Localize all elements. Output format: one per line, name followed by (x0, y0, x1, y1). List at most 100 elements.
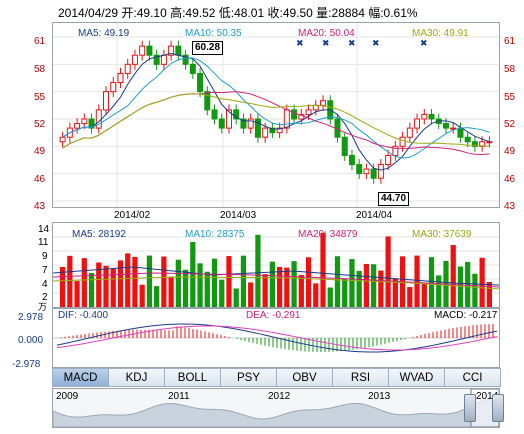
volume-bar[interactable] (305, 257, 312, 307)
volume-bar[interactable] (60, 267, 66, 307)
volume-bar[interactable] (146, 255, 153, 307)
volume-bar[interactable] (472, 273, 478, 307)
range-handle-left[interactable] (464, 394, 476, 422)
volume-bar[interactable] (211, 258, 218, 307)
candle-body[interactable] (182, 54, 189, 65)
volume-bar[interactable] (117, 260, 124, 307)
volume-bar[interactable] (255, 234, 261, 307)
volume-bar[interactable] (486, 282, 492, 307)
volume-bar[interactable] (226, 256, 232, 307)
volume-bar[interactable] (284, 267, 290, 307)
candle-body[interactable] (363, 168, 370, 175)
candle-body[interactable] (450, 127, 457, 130)
tab-wvad[interactable]: WVAD (388, 368, 445, 387)
candle-body[interactable] (283, 109, 290, 129)
volume-bar[interactable] (168, 277, 174, 307)
volume-bar[interactable] (371, 264, 377, 307)
candle-body[interactable] (276, 127, 283, 134)
tab-macd[interactable]: MACD (52, 368, 109, 387)
volume-bar[interactable] (248, 282, 254, 307)
volume-bar[interactable] (74, 281, 80, 307)
volume-bar[interactable] (161, 256, 167, 307)
volume-bar[interactable] (342, 278, 348, 307)
candle-body[interactable] (218, 118, 225, 129)
volume-bar[interactable] (132, 256, 138, 307)
candle-body[interactable] (74, 123, 81, 129)
volume-bar[interactable] (421, 283, 427, 307)
candle-body[interactable] (197, 72, 204, 93)
candle-body[interactable] (240, 118, 247, 129)
event-marker-icon[interactable]: ✖ (296, 39, 304, 49)
volume-bar[interactable] (190, 242, 196, 307)
volume-bar[interactable] (465, 261, 471, 307)
candle-body[interactable] (442, 123, 449, 129)
candle-body[interactable] (348, 154, 355, 166)
candle-body[interactable] (370, 168, 377, 179)
candle-body[interactable] (189, 63, 196, 74)
candle-body[interactable] (471, 141, 478, 147)
tab-boll[interactable]: BOLL (164, 368, 221, 387)
candle-body[interactable] (204, 91, 211, 111)
range-handle-right[interactable] (492, 394, 504, 422)
volume-bar[interactable] (298, 274, 304, 307)
candle-body[interactable] (103, 91, 110, 111)
volume-bar[interactable] (327, 287, 333, 307)
volume-bar[interactable] (479, 257, 485, 307)
candle-body[interactable] (406, 127, 413, 138)
volume-bar[interactable] (139, 284, 145, 307)
volume-bar[interactable] (385, 236, 391, 307)
tab-obv[interactable]: OBV (276, 368, 333, 387)
volume-bar[interactable] (103, 265, 109, 307)
volume-bar[interactable] (349, 259, 355, 307)
candle-body[interactable] (464, 136, 471, 143)
candle-body[interactable] (356, 164, 363, 175)
candle-body[interactable] (139, 45, 146, 56)
volume-bar[interactable] (88, 272, 95, 307)
candle-body[interactable] (414, 118, 421, 129)
volume-bar[interactable] (407, 287, 413, 307)
volume-bar[interactable] (81, 258, 87, 307)
candle-body[interactable] (269, 127, 276, 134)
event-marker-icon[interactable]: ✖ (372, 39, 380, 49)
tab-kdj[interactable]: KDJ (108, 368, 165, 387)
candle-body[interactable] (211, 109, 218, 120)
candle-body[interactable] (168, 45, 175, 56)
candle-body[interactable] (421, 113, 428, 120)
volume-bar[interactable] (436, 275, 442, 307)
volume-bar[interactable] (233, 288, 239, 307)
candle-body[interactable] (110, 82, 117, 93)
volume-bar[interactable] (96, 262, 102, 307)
volume-bar[interactable] (363, 263, 370, 307)
volume-bar[interactable] (219, 279, 225, 307)
candle-body[interactable] (247, 118, 254, 129)
candle-body[interactable] (153, 54, 160, 65)
candle-body[interactable] (262, 127, 269, 138)
volume-bar[interactable] (291, 261, 297, 307)
volume-bar[interactable] (320, 232, 326, 307)
volume-bar[interactable] (450, 245, 456, 307)
candle-body[interactable] (392, 145, 399, 156)
candle-body[interactable] (399, 136, 406, 147)
tab-psy[interactable]: PSY (220, 368, 277, 387)
candle-body[interactable] (131, 54, 138, 65)
candle-body[interactable] (88, 118, 95, 129)
volume-bar[interactable] (428, 257, 435, 307)
candle-body[interactable] (81, 118, 88, 125)
volume-bar[interactable] (110, 268, 116, 307)
candle-body[interactable] (254, 118, 261, 138)
event-marker-icon[interactable]: ✖ (348, 39, 356, 49)
volume-bar[interactable] (125, 253, 131, 307)
volume-bar[interactable] (378, 270, 384, 307)
candle-body[interactable] (428, 113, 435, 120)
candle-body[interactable] (233, 109, 240, 120)
volume-bar[interactable] (414, 255, 420, 307)
candle-body[interactable] (225, 109, 232, 129)
volume-bar[interactable] (154, 286, 160, 307)
volume-bar[interactable] (269, 261, 275, 307)
candle-body[interactable] (486, 141, 493, 144)
candle-body[interactable] (385, 154, 392, 166)
candle-body[interactable] (320, 100, 327, 106)
volume-bar[interactable] (262, 274, 268, 307)
event-marker-icon[interactable]: ✖ (420, 39, 428, 49)
candle-body[interactable] (59, 136, 66, 143)
